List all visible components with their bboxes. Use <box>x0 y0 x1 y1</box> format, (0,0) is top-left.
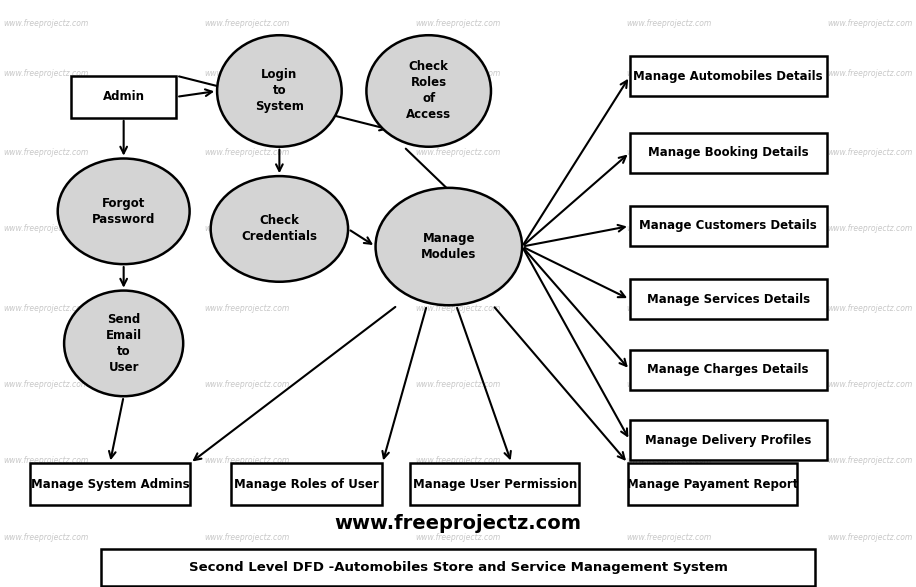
Text: www.freeprojectz.com: www.freeprojectz.com <box>3 532 89 542</box>
Text: www.freeprojectz.com: www.freeprojectz.com <box>626 532 712 542</box>
Bar <box>29 463 191 505</box>
Text: www.freeprojectz.com: www.freeprojectz.com <box>415 224 501 234</box>
Text: www.freeprojectz.com: www.freeprojectz.com <box>827 69 913 78</box>
Bar <box>630 206 826 246</box>
Text: www.freeprojectz.com: www.freeprojectz.com <box>415 456 501 465</box>
Text: www.freeprojectz.com: www.freeprojectz.com <box>827 148 913 157</box>
Text: www.freeprojectz.com: www.freeprojectz.com <box>3 224 89 234</box>
Text: www.freeprojectz.com: www.freeprojectz.com <box>626 456 712 465</box>
Text: Second Level DFD -Automobiles Store and Service Management System: Second Level DFD -Automobiles Store and … <box>189 561 727 574</box>
Text: www.freeprojectz.com: www.freeprojectz.com <box>204 380 290 389</box>
Text: www.freeprojectz.com: www.freeprojectz.com <box>415 19 501 28</box>
Bar <box>628 463 797 505</box>
Text: www.freeprojectz.com: www.freeprojectz.com <box>204 19 290 28</box>
Text: www.freeprojectz.com: www.freeprojectz.com <box>827 224 913 234</box>
Ellipse shape <box>211 176 348 282</box>
Text: www.freeprojectz.com: www.freeprojectz.com <box>204 456 290 465</box>
Text: www.freeprojectz.com: www.freeprojectz.com <box>415 303 501 313</box>
Ellipse shape <box>376 188 522 305</box>
Text: Check
Credentials: Check Credentials <box>242 214 317 244</box>
Text: www.freeprojectz.com: www.freeprojectz.com <box>415 148 501 157</box>
Text: Manage User Permission: Manage User Permission <box>412 478 577 491</box>
Bar <box>101 549 815 586</box>
Ellipse shape <box>366 35 491 147</box>
Text: www.freeprojectz.com: www.freeprojectz.com <box>204 303 290 313</box>
Text: www.freeprojectz.com: www.freeprojectz.com <box>3 19 89 28</box>
Text: www.freeprojectz.com: www.freeprojectz.com <box>204 224 290 234</box>
Ellipse shape <box>64 291 183 396</box>
Text: www.freeprojectz.com: www.freeprojectz.com <box>827 456 913 465</box>
Ellipse shape <box>217 35 342 147</box>
Text: www.freeprojectz.com: www.freeprojectz.com <box>204 532 290 542</box>
Text: Manage Charges Details: Manage Charges Details <box>648 363 809 376</box>
Bar <box>630 279 826 319</box>
Text: www.freeprojectz.com: www.freeprojectz.com <box>626 19 712 28</box>
Text: www.freeprojectz.com: www.freeprojectz.com <box>3 69 89 78</box>
Text: Manage Booking Details: Manage Booking Details <box>648 146 809 159</box>
Text: Send
Email
to
User: Send Email to User <box>105 313 142 374</box>
Bar <box>231 463 382 505</box>
Bar <box>630 420 826 460</box>
Text: www.freeprojectz.com: www.freeprojectz.com <box>334 514 582 533</box>
Bar <box>630 56 826 96</box>
Text: www.freeprojectz.com: www.freeprojectz.com <box>204 69 290 78</box>
Bar <box>630 350 826 390</box>
Text: Manage Services Details: Manage Services Details <box>647 293 810 306</box>
Text: www.freeprojectz.com: www.freeprojectz.com <box>626 380 712 389</box>
Text: www.freeprojectz.com: www.freeprojectz.com <box>827 380 913 389</box>
Text: www.freeprojectz.com: www.freeprojectz.com <box>827 532 913 542</box>
Text: www.freeprojectz.com: www.freeprojectz.com <box>3 456 89 465</box>
Text: Manage Delivery Profiles: Manage Delivery Profiles <box>645 434 812 447</box>
Text: www.freeprojectz.com: www.freeprojectz.com <box>626 69 712 78</box>
Text: Manage System Admins: Manage System Admins <box>30 478 190 491</box>
Text: www.freeprojectz.com: www.freeprojectz.com <box>827 19 913 28</box>
Text: www.freeprojectz.com: www.freeprojectz.com <box>827 303 913 313</box>
Text: Forgot
Password: Forgot Password <box>92 197 156 226</box>
Text: www.freeprojectz.com: www.freeprojectz.com <box>204 148 290 157</box>
Text: Manage Payament Report: Manage Payament Report <box>627 478 799 491</box>
Text: www.freeprojectz.com: www.freeprojectz.com <box>626 303 712 313</box>
Text: www.freeprojectz.com: www.freeprojectz.com <box>626 224 712 234</box>
Text: Login
to
System: Login to System <box>255 69 304 113</box>
Text: www.freeprojectz.com: www.freeprojectz.com <box>3 380 89 389</box>
Text: Manage Automobiles Details: Manage Automobiles Details <box>633 70 823 83</box>
Text: Manage
Modules: Manage Modules <box>421 232 476 261</box>
Ellipse shape <box>58 158 190 264</box>
Bar <box>630 133 826 173</box>
Text: www.freeprojectz.com: www.freeprojectz.com <box>3 148 89 157</box>
Text: www.freeprojectz.com: www.freeprojectz.com <box>626 148 712 157</box>
Text: www.freeprojectz.com: www.freeprojectz.com <box>415 380 501 389</box>
Text: Manage Roles of User: Manage Roles of User <box>234 478 379 491</box>
Text: Manage Customers Details: Manage Customers Details <box>639 220 817 232</box>
Text: Check
Roles
of
Access: Check Roles of Access <box>406 60 452 122</box>
Text: www.freeprojectz.com: www.freeprojectz.com <box>415 532 501 542</box>
Bar <box>71 76 176 118</box>
Text: Admin: Admin <box>103 90 145 103</box>
Text: www.freeprojectz.com: www.freeprojectz.com <box>3 303 89 313</box>
Text: www.freeprojectz.com: www.freeprojectz.com <box>415 69 501 78</box>
Bar <box>410 463 580 505</box>
